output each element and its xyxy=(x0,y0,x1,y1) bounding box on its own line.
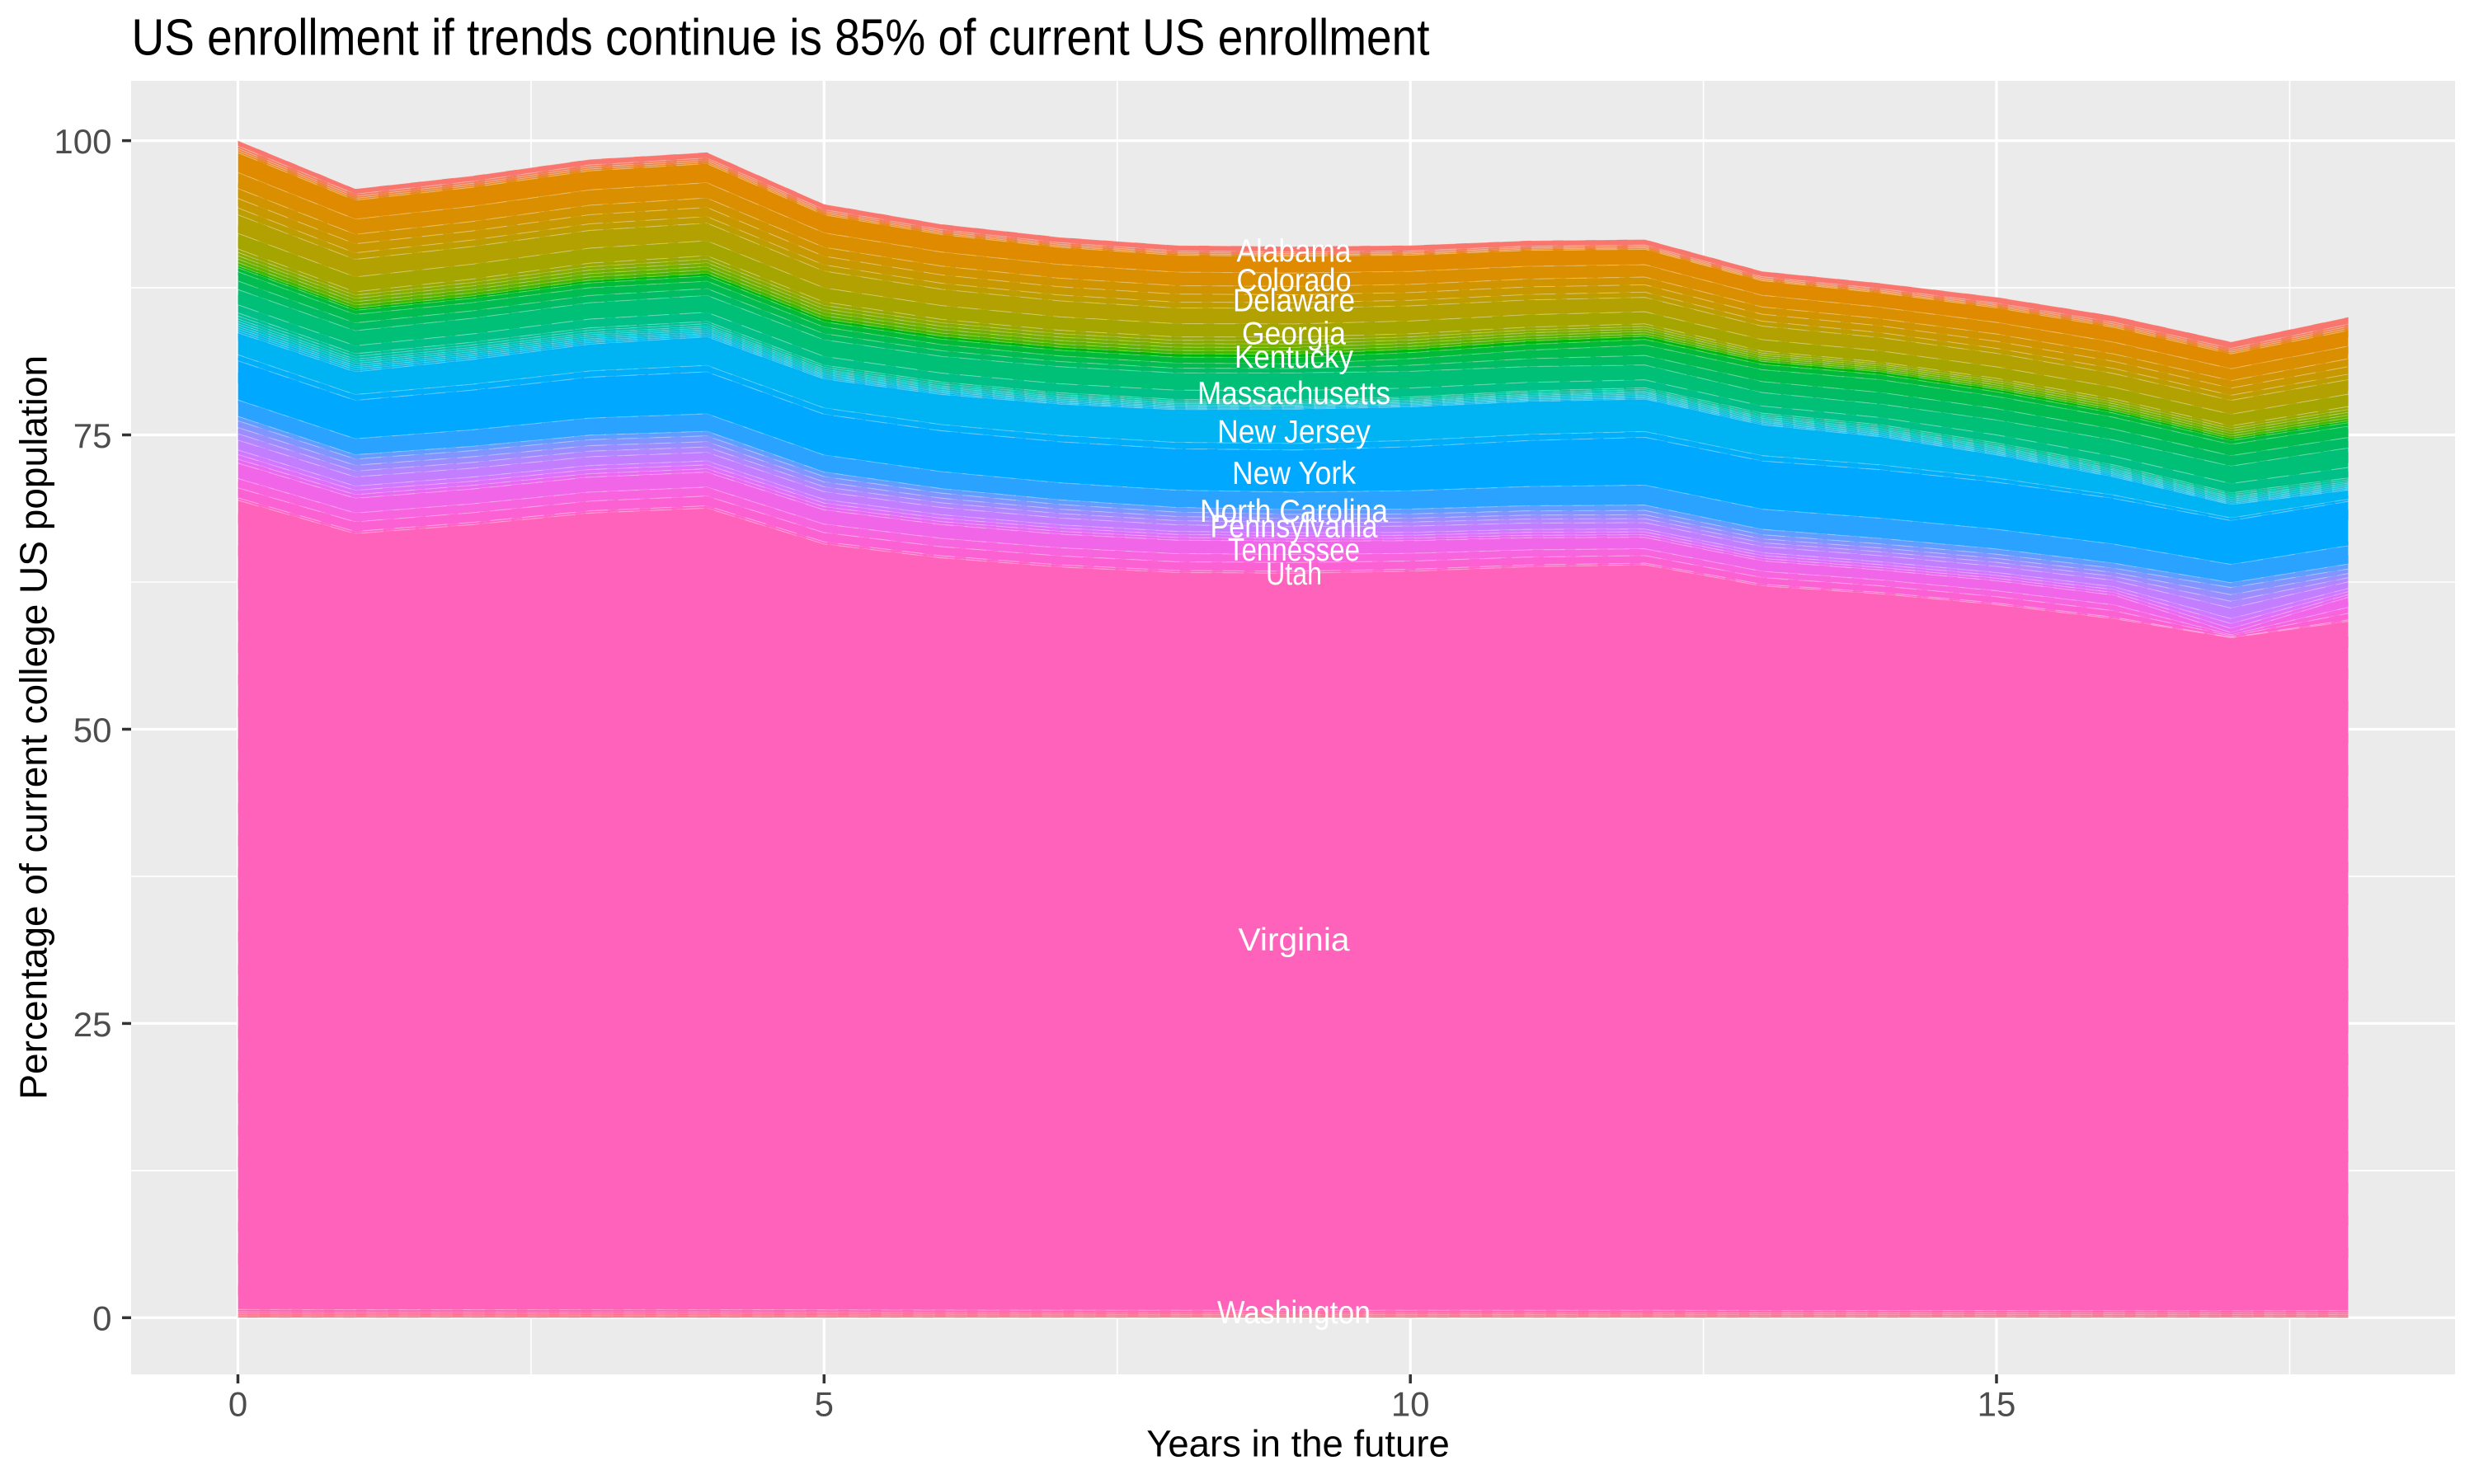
svg-text:Years in the future: Years in the future xyxy=(1146,1423,1450,1465)
svg-text:Colorado: Colorado xyxy=(1237,263,1352,298)
svg-text:0: 0 xyxy=(228,1385,247,1424)
svg-text:North Carolina: North Carolina xyxy=(1200,494,1388,529)
svg-text:Virginia: Virginia xyxy=(1239,923,1350,958)
svg-text:Kentucky: Kentucky xyxy=(1235,340,1353,375)
svg-text:Alabama: Alabama xyxy=(1237,234,1352,270)
svg-text:Delaware: Delaware xyxy=(1233,284,1355,319)
svg-text:US enrollment if trends contin: US enrollment if trends continue is 85% … xyxy=(132,10,1430,67)
svg-text:Washington: Washington xyxy=(1217,1295,1371,1331)
svg-text:Georgia: Georgia xyxy=(1242,316,1346,351)
svg-text:10: 10 xyxy=(1391,1385,1430,1424)
svg-text:15: 15 xyxy=(1978,1385,2016,1424)
svg-text:25: 25 xyxy=(73,1005,112,1044)
svg-text:New Jersey: New Jersey xyxy=(1217,414,1371,449)
svg-text:New York: New York xyxy=(1232,456,1356,491)
svg-text:Pennsylvania: Pennsylvania xyxy=(1211,509,1378,544)
svg-text:0: 0 xyxy=(92,1299,111,1338)
svg-text:100: 100 xyxy=(54,122,111,161)
svg-text:Massachusetts: Massachusetts xyxy=(1197,376,1390,411)
svg-text:50: 50 xyxy=(73,711,112,749)
svg-text:5: 5 xyxy=(815,1385,834,1424)
svg-text:Percentage of current college: Percentage of current college US populat… xyxy=(12,355,55,1100)
svg-text:75: 75 xyxy=(73,416,112,455)
svg-text:Tennessee: Tennessee xyxy=(1228,533,1360,568)
svg-text:Utah: Utah xyxy=(1266,556,1322,592)
